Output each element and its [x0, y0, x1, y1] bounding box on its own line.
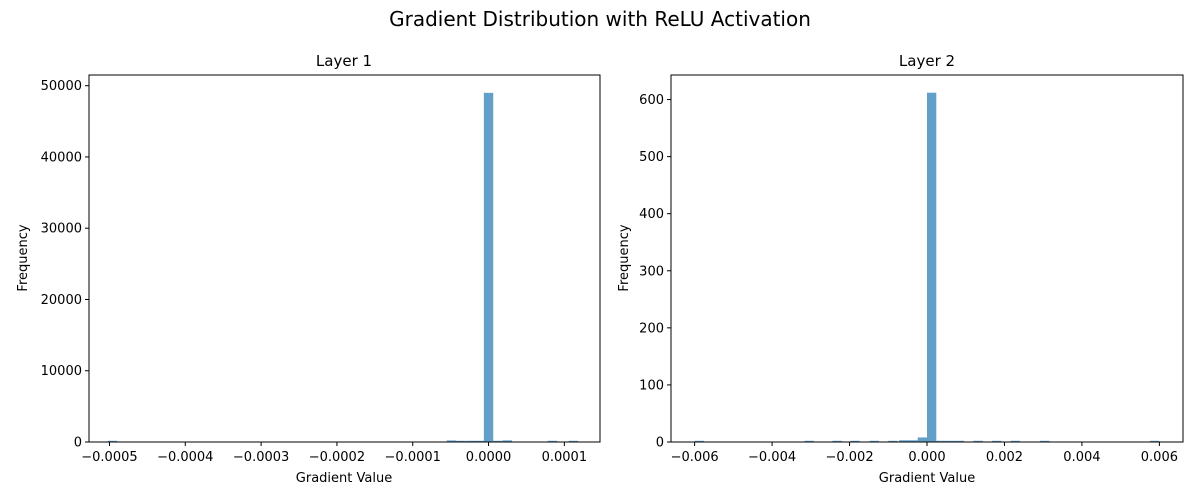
x-tick-label: −0.0005	[81, 450, 137, 465]
x-tick-label: 0.002	[986, 450, 1023, 465]
histogram-bar	[804, 440, 814, 442]
histogram-bar	[973, 440, 983, 442]
subplot-2-x-ticks: −0.006 −0.004 −0.002 0.000 0.002 0.004 0.006	[671, 442, 1178, 465]
histogram-bar	[1010, 440, 1020, 442]
subplot-1-x-label: Gradient Value	[296, 471, 392, 486]
subplot-1-x-ticks: −0.0005 −0.0004 −0.0003 −0.0002 −0.0001 0.000…	[81, 442, 587, 465]
x-tick-label: 0.006	[1141, 450, 1178, 465]
histogram-bar	[888, 440, 898, 442]
histogram-bar	[107, 440, 118, 442]
subplot-2-x-label: Gradient Value	[879, 471, 975, 486]
x-tick-label: −0.002	[825, 450, 873, 465]
histogram-bar	[1040, 440, 1050, 442]
y-tick-label: 0	[74, 436, 82, 451]
histogram-bar	[568, 440, 579, 442]
subplot-1-title: Layer 1	[316, 52, 372, 70]
histogram-bar	[493, 440, 503, 442]
subplot-2-bars	[694, 92, 1160, 442]
subplot-1-y-label: Frequency	[16, 224, 31, 291]
y-tick-label: 500	[639, 150, 664, 165]
histogram-bar	[927, 92, 937, 442]
x-tick-label: −0.0002	[309, 450, 365, 465]
histogram-bar	[832, 440, 842, 442]
histogram-bar	[992, 440, 1002, 442]
y-tick-label: 0	[656, 436, 664, 451]
histogram-bar	[446, 440, 457, 442]
y-tick-label: 40000	[41, 150, 82, 165]
x-tick-label: −0.004	[748, 450, 796, 465]
x-tick-label: 0.000	[908, 450, 945, 465]
histogram-bar	[869, 440, 879, 442]
subplot-layer-2: Layer 2 −0.006 −0.004 −0.002 0.000 0.002 0.00…	[617, 52, 1184, 486]
subplot-1-frame	[88, 74, 601, 443]
histogram-bar	[694, 440, 704, 442]
y-tick-label: 200	[639, 321, 664, 336]
histogram-bar	[1150, 440, 1160, 442]
histogram-bar	[908, 440, 918, 442]
histogram-bar	[954, 440, 965, 442]
x-tick-label: 0.0000	[466, 450, 512, 465]
y-tick-label: 10000	[41, 364, 82, 379]
y-tick-label: 400	[639, 207, 664, 222]
x-tick-label: 0.004	[1063, 450, 1100, 465]
x-tick-label: −0.006	[671, 450, 719, 465]
histogram-bar	[474, 440, 485, 442]
histogram-bar	[899, 440, 909, 442]
x-tick-label: −0.0001	[385, 450, 441, 465]
y-tick-label: 30000	[41, 222, 82, 237]
subplot-layer-1: Layer 1 −0.0005 −0.0004 −0.0003 −0.0002 −0.0…	[16, 52, 601, 486]
x-tick-label: −0.0003	[233, 450, 289, 465]
y-tick-label: 600	[639, 93, 664, 108]
histogram-bar	[465, 440, 476, 442]
y-tick-label: 20000	[41, 293, 82, 308]
histogram-bar	[945, 440, 955, 442]
x-tick-label: 0.0001	[542, 450, 588, 465]
histogram-bar	[917, 437, 927, 442]
histogram-bar	[483, 92, 494, 442]
y-tick-label: 50000	[41, 79, 82, 94]
histogram-bar	[850, 440, 860, 442]
y-tick-label: 300	[639, 264, 664, 279]
histogram-bar	[547, 440, 558, 442]
histogram-bar	[502, 440, 513, 442]
y-tick-label: 100	[639, 378, 664, 393]
subplot-2-y-ticks: 0 100 200 300 400 500 600	[639, 93, 671, 451]
subplot-1-bars	[107, 92, 579, 442]
histogram-bar	[936, 440, 946, 442]
subplot-2-title: Layer 2	[899, 52, 955, 70]
figure-title: Gradient Distribution with ReLU Activati…	[389, 7, 811, 31]
subplot-2-y-label: Frequency	[617, 224, 632, 291]
x-tick-label: −0.0004	[157, 450, 213, 465]
subplot-1-y-ticks: 0 10000 20000 30000 40000 50000	[41, 79, 89, 451]
histogram-bar	[455, 440, 466, 442]
